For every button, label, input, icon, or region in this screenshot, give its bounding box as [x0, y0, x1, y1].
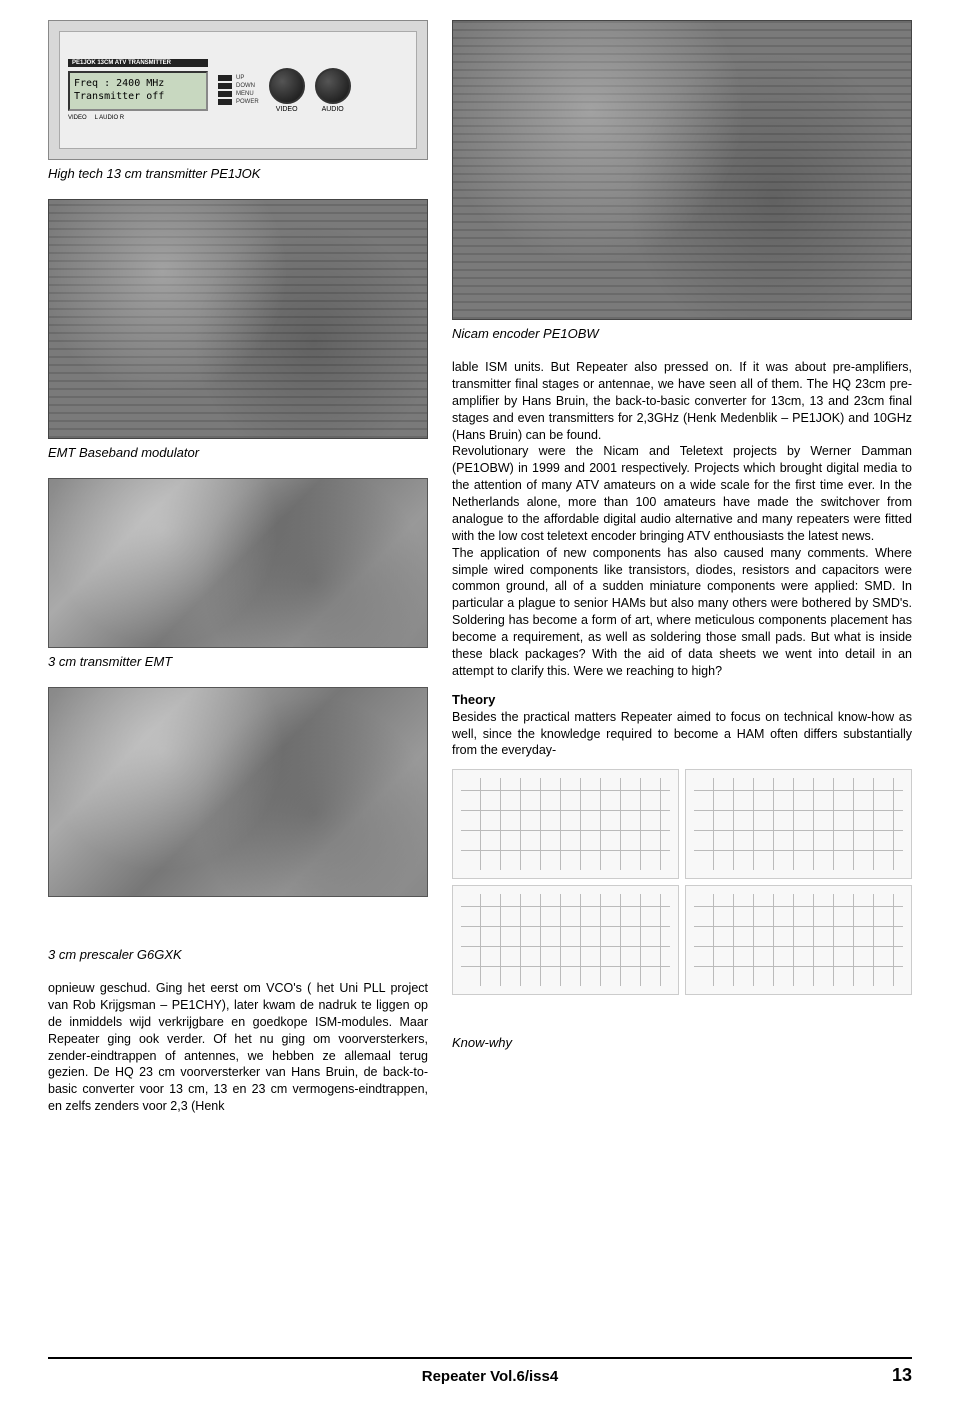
- lcd-line2: Transmitter off: [74, 90, 202, 103]
- nicam-pcb-image: [452, 20, 912, 320]
- page-footer: Repeater Vol.6/iss4 13: [48, 1357, 912, 1386]
- tx3cm-caption: 3 cm transmitter EMT: [48, 654, 428, 669]
- dutch-paragraph: opnieuw geschud. Ging het eerst om VCO's…: [48, 980, 428, 1115]
- body-para-3: The application of new components has al…: [452, 545, 912, 680]
- audio-knob: AUDIO: [315, 68, 351, 113]
- transmitter-device-image: PE1JOK 13CM ATV TRANSMITTER Freq : 2400 …: [48, 20, 428, 160]
- tx3cm-image: [48, 478, 428, 648]
- button-column: UP DOWN MENU POWER: [218, 75, 259, 105]
- gain-chart: [452, 769, 679, 879]
- lcd-display: Freq : 2400 MHz Transmitter off: [68, 71, 208, 111]
- theory-para: Besides the practical matters Repeater a…: [452, 709, 912, 760]
- body-para-1: lable ISM units. But Repeater also press…: [452, 359, 912, 443]
- baseband-caption: EMT Baseband modulator: [48, 445, 428, 460]
- smith-chart-1: [685, 769, 912, 879]
- footer-title: Repeater Vol.6/iss4: [422, 1368, 558, 1385]
- device-label: PE1JOK 13CM ATV TRANSMITTER: [68, 59, 208, 67]
- nicam-caption: Nicam encoder PE1OBW: [452, 326, 912, 341]
- body-para-2: Revolutionary were the Nicam and Teletex…: [452, 443, 912, 544]
- right-column: Nicam encoder PE1OBW lable ISM units. Bu…: [452, 20, 912, 1125]
- baseband-pcb-image: [48, 199, 428, 439]
- response-chart: [685, 885, 912, 995]
- lcd-line1: Freq : 2400 MHz: [74, 77, 202, 90]
- chart-grid: [452, 769, 912, 995]
- footer-page-number: 13: [892, 1365, 912, 1386]
- footer-rule: [48, 1357, 912, 1359]
- theory-heading: Theory: [452, 692, 912, 707]
- transmitter-caption: High tech 13 cm transmitter PE1JOK: [48, 166, 428, 181]
- knowwhy-caption: Know-why: [452, 1035, 912, 1050]
- prescaler-caption: 3 cm prescaler G6GXK: [48, 947, 428, 962]
- jack-label: VIDEO: [68, 115, 87, 121]
- video-knob: VIDEO: [269, 68, 305, 113]
- smith-chart-2: [452, 885, 679, 995]
- left-column: PE1JOK 13CM ATV TRANSMITTER Freq : 2400 …: [48, 20, 428, 1125]
- prescaler-image: [48, 687, 428, 897]
- jack-label: L AUDIO R: [95, 115, 124, 121]
